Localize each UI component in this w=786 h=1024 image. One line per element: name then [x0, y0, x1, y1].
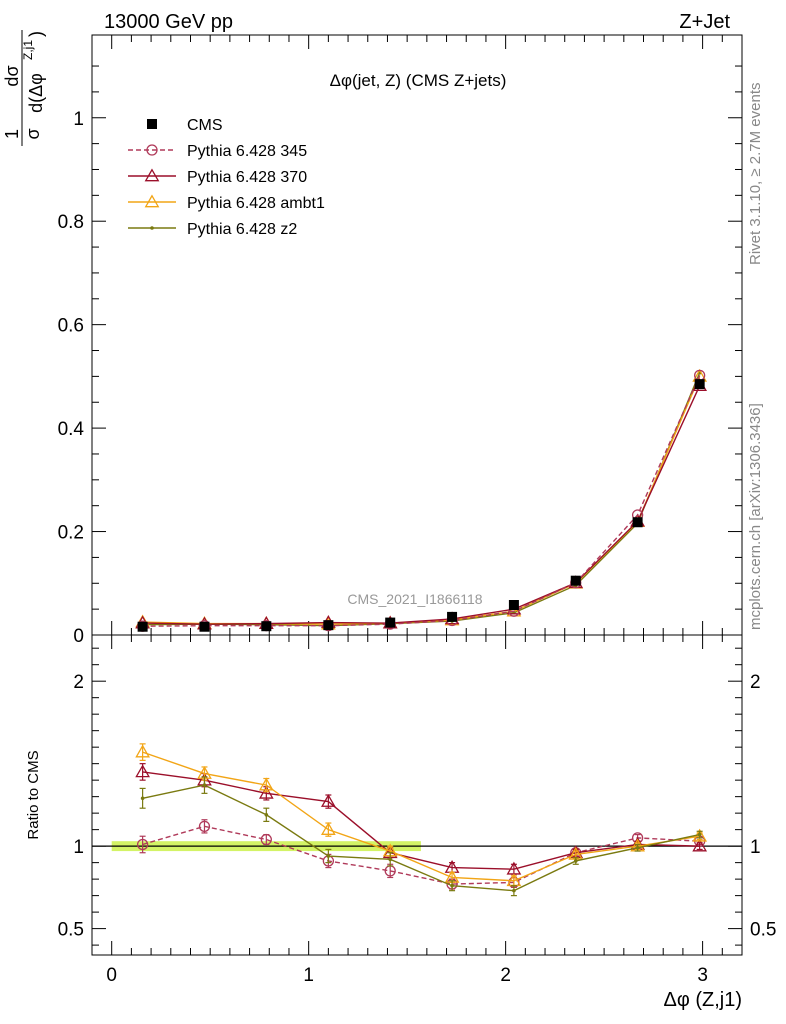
ratio-data-point: [260, 833, 272, 846]
ratio-data-point: [388, 857, 393, 862]
main-data-point: [694, 379, 705, 390]
ylabel-close: ): [26, 31, 46, 37]
x-tick-label: 2: [500, 965, 511, 986]
rivet-label: Rivet 3.1.10, ≥ 2.7M events: [747, 83, 764, 266]
x-axis-label: Δφ (Z,j1): [663, 989, 742, 1011]
legend-marker: [144, 194, 160, 208]
main-y-label: 1 σ dσ d(Δφ Z,j1 ): [2, 30, 46, 146]
legend-marker: [144, 168, 160, 182]
ratio-y-tick-label-right: 2: [750, 672, 761, 693]
ratio-data-point: [140, 796, 145, 801]
ratio-data-point: [512, 888, 516, 893]
ratio-y-label: Ratio to CMS: [25, 750, 42, 839]
mcplots-label: mcplots.cern.ch [arXiv:1306.3436]: [747, 403, 764, 630]
main-y-tick-label: 0.2: [58, 523, 84, 544]
ratio-series-line: [142, 825, 700, 885]
main-data-point: [199, 621, 210, 632]
ylabel-sup: Z,j1: [21, 40, 35, 60]
main-series-line: [142, 372, 701, 627]
main-data-point: [137, 621, 148, 632]
legend-marker: [150, 226, 154, 230]
ratio-y-tick-label: 2: [73, 672, 84, 693]
ratio-data-point: [326, 854, 331, 858]
legend-label: Pythia 6.428 ambt1: [187, 195, 325, 212]
ratio-y-tick-label: 1: [73, 837, 84, 858]
ratio-data-point: [697, 832, 702, 837]
ylabel-ddphi: d(Δφ: [26, 73, 46, 113]
legend-label: Pythia 6.428 345: [187, 143, 307, 160]
main-data-point: [570, 575, 581, 586]
legend-label: CMS: [187, 117, 223, 134]
ratio-series-line: [142, 751, 700, 882]
ratio-series-line: [142, 784, 700, 892]
main-data-point: [323, 620, 334, 631]
main-y-tick-label: 1: [73, 109, 84, 130]
legend-marker: [146, 144, 158, 156]
main-y-tick-label: 0.8: [58, 212, 84, 233]
main-y-tick-label: 0.6: [58, 316, 84, 337]
main-y-tick-label: 0.4: [58, 419, 85, 440]
ratio-series-line: [142, 771, 700, 870]
main-panel: 0 0.2 0.4 0.6 0.8 1 Δφ(jet, Z) (CMS Z+jets) C…: [2, 30, 743, 647]
legend-marker: [147, 119, 157, 129]
ratio-y-tick-label-right: 0.5: [750, 920, 776, 941]
ratio-data-point: [135, 764, 150, 778]
legend-label: Pythia 6.428 z2: [187, 221, 297, 238]
ylabel-sigma: σ: [23, 128, 43, 139]
header-right: Z+Jet: [679, 11, 730, 33]
header-left: 13000 GeV pp: [104, 11, 233, 33]
main-data-point: [261, 621, 272, 632]
ratio-data-point: [264, 812, 269, 817]
ratio-y-tick-label: 0.5: [58, 920, 84, 941]
main-data-point: [385, 617, 396, 628]
ratio-data-point: [692, 838, 708, 852]
ylabel-one: 1: [2, 129, 22, 139]
ratio-data-point: [136, 838, 149, 851]
main-data-point: [447, 611, 458, 622]
ratio-data-point: [320, 822, 336, 835]
ratio-data-point: [258, 785, 274, 799]
ratio-data-point: [202, 783, 207, 787]
ylabel-dsigma: dσ: [2, 65, 22, 86]
legend-label: Pythia 6.428 370: [187, 169, 307, 186]
main-y-axis: 0 0.2 0.4 0.6 0.8 1: [58, 35, 742, 647]
ratio-y-tick-label-right: 1: [750, 837, 761, 858]
x-tick-label: 1: [303, 965, 314, 986]
main-series-group: [135, 368, 708, 632]
ratio-data-point: [198, 820, 211, 832]
ratio-data-point: [573, 859, 578, 863]
main-y-tick-label: 0: [73, 626, 84, 647]
ratio-axes: 0.5 0.5 1 1 2 2 0 1 2 3: [58, 635, 776, 986]
ratio-data-point: [635, 845, 640, 850]
ratio-series-group: [135, 743, 708, 897]
watermark: CMS_2021_I1866118: [347, 591, 482, 607]
main-series-line: [142, 375, 701, 627]
main-data-point: [632, 517, 643, 528]
ratio-data-point: [135, 744, 150, 758]
main-data-point: [508, 600, 519, 610]
ratio-data-point: [320, 794, 336, 807]
ratio-panel: 0.5 0.5 1 1 2 2 0 1 2 3 Ratio to CMS Δφ (Z,j1): [25, 634, 776, 1011]
x-tick-label: 3: [697, 965, 708, 986]
ratio-data-point: [450, 883, 454, 888]
ratio-frame: [91, 634, 743, 956]
x-tick-label: 0: [106, 965, 117, 986]
main-title: Δφ(jet, Z) (CMS Z+jets): [330, 71, 507, 90]
ratio-data-point: [258, 777, 274, 791]
main-series-line: [142, 376, 701, 625]
legend: CMS Pythia 6.428 345 Pythia 6.428 370 Pythi…: [128, 117, 325, 238]
main-series-line: [142, 385, 701, 625]
